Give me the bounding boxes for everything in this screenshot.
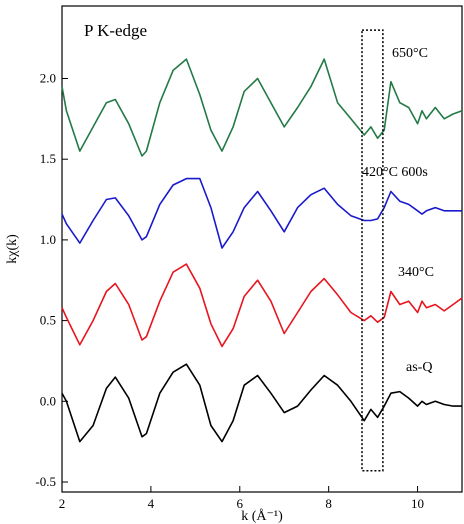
series-lines [61,58,463,443]
series-line-0 [61,363,462,443]
y-tick-label: 1.5 [40,151,56,166]
series-line-3 [61,58,463,157]
panel-label: P K-edge [84,21,147,40]
y-tick-label: 1.0 [40,232,56,247]
series-label-340: 340°C [398,265,434,280]
x-axis-title: k (Å⁻¹) [241,508,283,524]
series-label-asq: as-Q [406,360,432,375]
highlight-box [361,29,384,472]
x-tick-label: 6 [237,496,244,511]
x-tick-label: 8 [325,496,332,511]
y-axis-title: kχ(k) [5,234,20,264]
series-line-2 [61,177,462,249]
plot-frame [61,5,463,493]
y-tick-label: 0.5 [40,313,56,328]
x-tick-label: 10 [411,496,424,511]
series-label-420: 420°C 600s [362,165,428,180]
series-label-650: 650°C [392,46,428,61]
x-axis: 2 4 6 8 10 [59,486,424,511]
y-tick-label: 2.0 [40,70,56,85]
y-tick-label: -0.5 [35,474,56,489]
y-axis: -0.5 0.0 0.5 1.0 1.5 2.0 [35,70,68,489]
x-tick-label: 4 [148,496,155,511]
x-tick-label: 2 [59,496,66,511]
y-tick-label: 0.0 [40,393,56,408]
series-line-1 [61,263,463,348]
